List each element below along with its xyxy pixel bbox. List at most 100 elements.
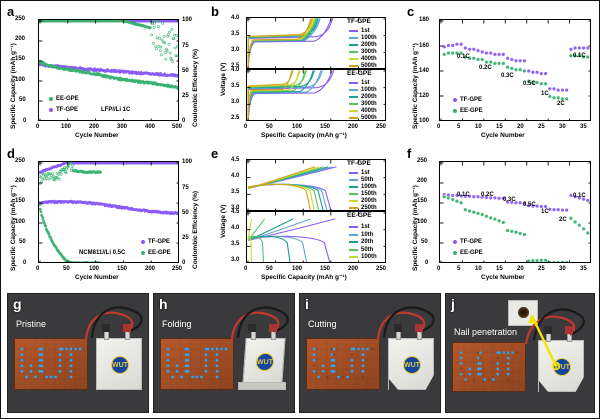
panel-b-bottom-legend-item-0[interactable]: 1st bbox=[349, 80, 370, 86]
panel-e-top-legend-item-1[interactable]: 50th bbox=[349, 177, 373, 183]
panel-a-y2label: Coulombic Efficiency (%) bbox=[193, 49, 200, 127]
panel-e-bottom-legend-item-1[interactable]: 10th bbox=[349, 232, 373, 238]
panel-e-ylabel: Voltage (V) bbox=[221, 205, 228, 238]
panel-e-bottom-legend-item-3[interactable]: 50th bbox=[349, 247, 373, 253]
panel-e-bottom-legend-label-2: 20th bbox=[361, 239, 373, 245]
legend-item-f-ee-gpe[interactable]: EE-GPE bbox=[453, 250, 483, 256]
legend-marker-c-tf-gpe bbox=[453, 98, 457, 102]
panel-e-top-legend-item-0[interactable]: 1st bbox=[349, 170, 370, 176]
panel-e-bottom-legend-item-0[interactable]: 1st bbox=[349, 224, 370, 230]
panel-b-bottom-legend-swatch-1 bbox=[349, 89, 358, 91]
panel-j-led-board bbox=[452, 342, 526, 392]
legend-marker-f-tf-gpe bbox=[453, 240, 457, 244]
panel-i-tab-neg bbox=[396, 330, 401, 340]
panel-j-tab-neg bbox=[546, 332, 551, 342]
panel-a-axes bbox=[38, 19, 179, 121]
panel-a-label: a bbox=[7, 5, 14, 18]
figure-root: a Specific Capacity (mAh g⁻¹) Cycle Numb… bbox=[0, 0, 600, 419]
panel-g-cell-logo: WUT bbox=[111, 356, 129, 374]
panel-e-bottom-legend-label-4: 100th bbox=[361, 254, 377, 260]
panel-e-top-legend-item-4[interactable]: 200th bbox=[349, 198, 377, 204]
panel-e-top-legend-swatch-1 bbox=[349, 179, 358, 181]
panel-d-xlabel: Cycle Number bbox=[75, 275, 119, 282]
legend-marker-d-tf-gpe bbox=[141, 240, 145, 244]
panel-b-bottom-legend-label-0: 1st bbox=[361, 80, 370, 86]
panel-b-top-legend-label-4: 400th bbox=[361, 56, 377, 62]
legend-item-f-tf-gpe[interactable]: TF-GPE bbox=[453, 239, 482, 245]
panel-g-tab-neg bbox=[104, 330, 109, 340]
rate-label-c-0: 0.1C bbox=[457, 54, 470, 60]
panel-b-bottom-legend-item-3[interactable]: 300th bbox=[349, 101, 377, 107]
panel-c-axes bbox=[439, 19, 591, 121]
panel-b-top-legend-item-4[interactable]: 400th bbox=[349, 56, 377, 62]
panel-e-bottom-legend-swatch-4 bbox=[349, 256, 358, 258]
panel-e-bottom-legend-swatch-2 bbox=[349, 241, 358, 243]
panel-g-led-board bbox=[14, 338, 88, 390]
panel-e-top-legend-swatch-5 bbox=[349, 207, 358, 209]
panel-f: f Specific Capacity (mAh g⁻¹) Cycle Numb… bbox=[401, 143, 600, 285]
panel-j-led-text bbox=[453, 343, 527, 393]
legend-marker-tf-gpe bbox=[49, 108, 53, 112]
panel-e-bottom-legend-label-1: 10th bbox=[361, 232, 373, 238]
panel-h-label: h bbox=[159, 297, 168, 311]
panel-b-top-legend-item-0[interactable]: 1st bbox=[349, 28, 370, 34]
panel-h-led-board bbox=[160, 338, 234, 390]
panel-b-ylabel: Voltage (V) bbox=[221, 63, 228, 96]
panel-g-pouch-cell: WUT bbox=[96, 338, 142, 390]
panel-b-bottom-legend-label-5: 500th bbox=[361, 115, 377, 121]
panel-e-top-legend-swatch-3 bbox=[349, 193, 358, 195]
panel-b-top-legend-item-5[interactable]: 500th bbox=[349, 63, 377, 69]
legend-item-d-ee-gpe[interactable]: EE-GPE bbox=[141, 250, 171, 256]
legend-label-c-tf-gpe: TF-GPE bbox=[460, 97, 482, 103]
panel-i-caption: Cutting bbox=[308, 320, 337, 329]
panel-j-cut-marks bbox=[539, 341, 585, 393]
panel-e-top-legend-item-5[interactable]: 250th bbox=[349, 205, 377, 211]
panel-b-top-title: TF-GPE bbox=[347, 19, 371, 26]
panel-h-pouch-cell: WUT bbox=[242, 338, 285, 384]
panel-b-bottom-title: EE-GPE bbox=[347, 71, 372, 78]
legend-item-tf-gpe[interactable]: TF-GPE bbox=[49, 107, 78, 113]
panel-j-nail-inset bbox=[508, 300, 538, 326]
panel-e: e Voltage (V) Specific Capacity (mAh g⁻¹… bbox=[201, 143, 401, 285]
legend-label-d-ee-gpe: EE-GPE bbox=[148, 250, 171, 256]
panel-e-top-title: TF-GPE bbox=[347, 161, 371, 168]
panel-e-bottom-legend-item-2[interactable]: 20th bbox=[349, 239, 373, 245]
panel-b-top-legend-swatch-4 bbox=[349, 58, 358, 60]
panel-e-bottom-legend-swatch-0 bbox=[349, 226, 358, 228]
rate-label-f-0: 0.1C bbox=[457, 192, 470, 198]
panel-b-top-legend-item-3[interactable]: 300th bbox=[349, 49, 377, 55]
panel-e-top-legend-item-2[interactable]: 100th bbox=[349, 184, 377, 190]
panel-d-label: d bbox=[7, 147, 15, 160]
panel-b-top-legend-item-1[interactable]: 100th bbox=[349, 35, 377, 41]
legend-marker-f-ee-gpe bbox=[453, 251, 457, 255]
panel-i-pouch-cell: WUT bbox=[388, 338, 434, 390]
panel-b-bottom-legend-label-1: 100th bbox=[361, 87, 377, 93]
panel-g-photo: g Pristine WUT bbox=[7, 293, 149, 413]
rate-label-f-6: 0.1C bbox=[573, 193, 586, 199]
legend-item-c-tf-gpe[interactable]: TF-GPE bbox=[453, 97, 482, 103]
panel-b-bottom-legend-item-2[interactable]: 200th bbox=[349, 94, 377, 100]
panel-c-label: c bbox=[407, 5, 414, 18]
panel-i-led-board bbox=[306, 338, 380, 390]
panel-b-bottom-legend-swatch-5 bbox=[349, 117, 358, 119]
panel-b-bottom-legend-swatch-3 bbox=[349, 103, 358, 105]
panel-d-axes bbox=[38, 161, 179, 263]
legend-label-f-tf-gpe: TF-GPE bbox=[460, 239, 482, 245]
panel-e-bottom-legend-item-4[interactable]: 100th bbox=[349, 254, 377, 260]
legend-item-ee-gpe[interactable]: EE-GPE bbox=[49, 96, 79, 102]
panel-e-top-legend-label-2: 100th bbox=[361, 184, 377, 190]
panel-e-bottom-legend-swatch-1 bbox=[349, 234, 358, 236]
panel-e-top-legend-item-3[interactable]: 150th bbox=[349, 191, 377, 197]
legend-item-d-tf-gpe[interactable]: TF-GPE bbox=[141, 239, 170, 245]
panel-h-caption: Folding bbox=[162, 320, 192, 329]
rate-label-c-2: 0.3C bbox=[501, 73, 514, 79]
panel-b-xlabel: Specific Capacity (mAh g⁻¹) bbox=[261, 133, 347, 140]
panel-b-bottom-legend-item-4[interactable]: 400th bbox=[349, 108, 377, 114]
panel-b-bottom-legend-item-5[interactable]: 500th bbox=[349, 115, 377, 121]
panel-j-caption: Nail penetration bbox=[454, 328, 517, 337]
panel-b-bottom-legend-item-1[interactable]: 100th bbox=[349, 87, 377, 93]
legend-item-c-ee-gpe[interactable]: EE-GPE bbox=[453, 108, 483, 114]
panel-b-top-legend-item-2[interactable]: 200th bbox=[349, 42, 377, 48]
panel-b-top-legend-swatch-0 bbox=[349, 30, 358, 32]
rate-label-c-4: 1C bbox=[541, 91, 549, 97]
